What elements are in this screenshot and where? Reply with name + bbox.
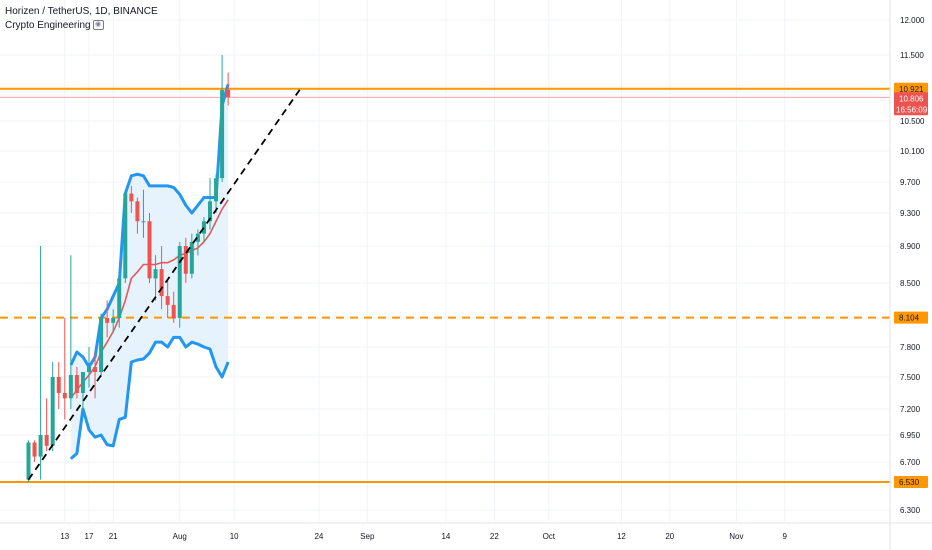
y-tick-label: 10.500: [900, 117, 925, 126]
y-tick-label: 6.300: [900, 506, 921, 515]
y-tick-label: 9.300: [900, 209, 921, 218]
candle-body[interactable]: [26, 442, 31, 480]
candle-body[interactable]: [87, 367, 91, 372]
candle-body[interactable]: [153, 269, 158, 279]
x-tick-label: 17: [85, 532, 94, 541]
indicator-name: Crypto Engineering: [5, 20, 91, 31]
candle-body[interactable]: [68, 375, 73, 399]
candle-body[interactable]: [214, 178, 219, 202]
candle-body[interactable]: [111, 318, 116, 323]
candle-body[interactable]: [44, 435, 49, 446]
y-tick-label: 7.200: [900, 405, 921, 414]
candle-body[interactable]: [80, 372, 85, 393]
trendline-dashed[interactable]: [27, 87, 302, 481]
x-tick-label: Sep: [360, 532, 375, 541]
level-price-text: 8.104: [899, 314, 920, 323]
candle-body[interactable]: [105, 318, 110, 323]
candle-body[interactable]: [171, 304, 176, 318]
x-tick-label: 24: [314, 532, 323, 541]
candle-body[interactable]: [165, 296, 170, 305]
level-price-text: 10.921: [899, 85, 924, 94]
y-tick-label: 8.500: [900, 279, 921, 288]
y-tick-label: 6.700: [900, 458, 921, 467]
level-price-label[interactable]: [894, 476, 928, 488]
candle-body[interactable]: [141, 221, 146, 223]
candle-body[interactable]: [38, 435, 43, 457]
candle-body[interactable]: [74, 375, 79, 393]
x-tick-label: 10: [230, 532, 239, 541]
candle-body[interactable]: [123, 193, 128, 279]
x-tick-label: 14: [441, 532, 450, 541]
candle-body[interactable]: [129, 193, 134, 202]
last-price-label[interactable]: [894, 92, 928, 116]
y-tick-label: 12.000: [900, 16, 925, 25]
last-price-text: 10.806: [899, 94, 924, 103]
eye-icon[interactable]: ◉: [92, 20, 104, 31]
x-tick-label: Nov: [729, 532, 743, 541]
candle-body[interactable]: [159, 269, 164, 297]
candle-body[interactable]: [50, 377, 55, 446]
candle-body[interactable]: [32, 442, 37, 457]
x-tick-label: Oct: [543, 532, 556, 541]
x-tick-label: 13: [60, 532, 69, 541]
y-tick-label: 7.500: [900, 373, 921, 382]
candle-body[interactable]: [208, 201, 212, 222]
band-upper-line: [69, 83, 230, 369]
x-tick-label: 21: [109, 532, 118, 541]
y-tick-label: 10.100: [900, 147, 925, 156]
x-tick-label: Aug: [173, 532, 187, 541]
candle-body[interactable]: [195, 233, 200, 242]
candle-body[interactable]: [220, 90, 225, 179]
candle-body[interactable]: [201, 221, 206, 234]
level-price-label[interactable]: [894, 82, 928, 95]
y-tick-label: 7.800: [900, 343, 921, 352]
y-tick-label: 11.500: [900, 51, 924, 60]
y-tick-label: 8.900: [900, 242, 921, 251]
candle-body[interactable]: [117, 278, 122, 318]
candle-body[interactable]: [135, 201, 140, 222]
x-tick-label: 9: [783, 532, 788, 541]
x-tick-label: 20: [665, 532, 674, 541]
symbol-title: Horizen / TetherUS, 1D, BINANCE: [5, 6, 158, 17]
indicator-legend[interactable]: Crypto Engineering ◉: [5, 20, 104, 31]
band-lower-line: [69, 335, 230, 460]
candle-body[interactable]: [226, 90, 231, 98]
y-tick-label: 9.700: [900, 178, 921, 187]
level-price-text: 6.530: [899, 478, 920, 487]
candle-body[interactable]: [93, 367, 98, 372]
candle-body[interactable]: [99, 318, 104, 372]
candle-body[interactable]: [183, 246, 188, 274]
candle-body[interactable]: [56, 377, 61, 393]
countdown-text: 16:56:09: [896, 105, 928, 114]
x-tick-label: 22: [490, 532, 499, 541]
candle-body[interactable]: [62, 393, 67, 399]
candle-body[interactable]: [147, 221, 152, 279]
x-tick-label: 12: [617, 532, 626, 541]
candle-body[interactable]: [177, 246, 182, 318]
candle-body[interactable]: [189, 241, 194, 274]
level-price-label[interactable]: [894, 311, 928, 324]
y-tick-label: 6.950: [900, 431, 921, 440]
